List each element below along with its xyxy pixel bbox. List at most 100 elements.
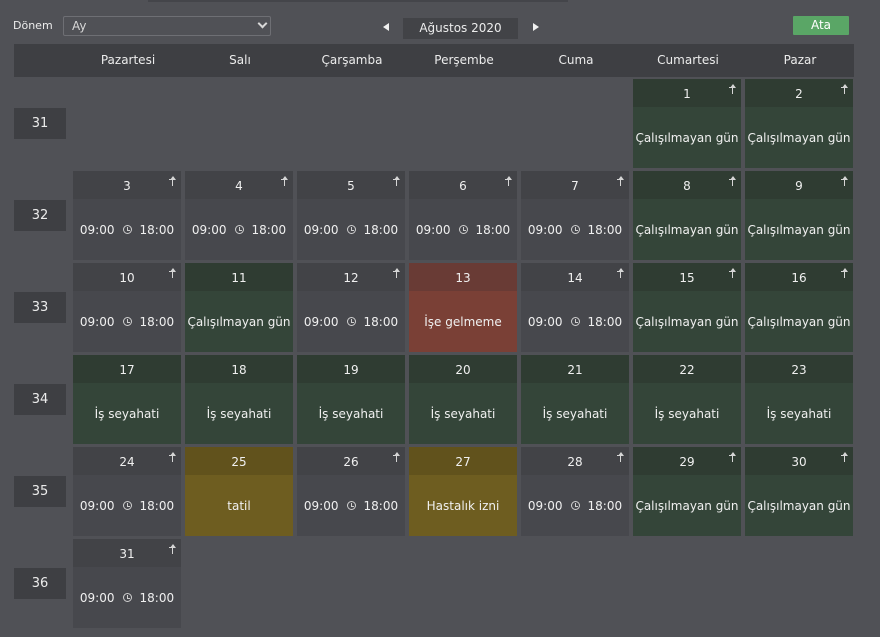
day-cell-header: 3: [73, 171, 181, 199]
share-arrow-icon[interactable]: [169, 176, 176, 186]
period-select[interactable]: Ay: [63, 16, 271, 36]
day-cell[interactable]: 29 Çalışılmayan gün: [633, 447, 741, 536]
week-number: 32: [14, 200, 66, 231]
share-arrow-icon[interactable]: [841, 84, 848, 94]
day-status-label: İş seyahati: [206, 406, 272, 421]
day-cell[interactable]: 24 09:00 18:00: [73, 447, 181, 536]
shift-end-time: 18:00: [587, 314, 623, 329]
day-number: 9: [795, 179, 803, 193]
day-number: 25: [231, 455, 247, 469]
day-cell[interactable]: 30 Çalışılmayan gün: [745, 447, 853, 536]
shift-start-time: 09:00: [415, 222, 451, 237]
share-arrow-icon[interactable]: [841, 452, 848, 462]
day-cell[interactable]: 8 Çalışılmayan gün: [633, 171, 741, 260]
day-cell-header: 16: [745, 263, 853, 291]
day-cell-body: 09:00 18:00: [297, 291, 405, 352]
weekday-header: Perşembe: [434, 53, 494, 67]
day-number: 22: [679, 363, 695, 377]
day-cell[interactable]: 16 Çalışılmayan gün: [745, 263, 853, 352]
day-cell[interactable]: 13 İşe gelmeme: [409, 263, 517, 352]
share-arrow-icon[interactable]: [729, 452, 736, 462]
assign-button[interactable]: Ata: [793, 16, 849, 35]
day-cell[interactable]: 31 09:00 18:00: [73, 539, 181, 628]
day-cell[interactable]: 7 09:00 18:00: [521, 171, 629, 260]
share-arrow-icon[interactable]: [393, 176, 400, 186]
weekday-header: Cumartesi: [657, 53, 719, 67]
clock-icon: [122, 501, 132, 510]
day-cell[interactable]: 18 İş seyahati: [185, 355, 293, 444]
day-number: 7: [571, 179, 579, 193]
day-cell[interactable]: 14 09:00 18:00: [521, 263, 629, 352]
day-number: 1: [683, 87, 691, 101]
shift-end-time: 18:00: [475, 222, 511, 237]
day-cell-header: 6: [409, 171, 517, 199]
day-cell[interactable]: 11 Çalışılmayan gün: [185, 263, 293, 352]
share-arrow-icon[interactable]: [617, 452, 624, 462]
day-number: 17: [119, 363, 135, 377]
day-cell-header: 24: [73, 447, 181, 475]
share-arrow-icon[interactable]: [169, 268, 176, 278]
day-cell[interactable]: 4 09:00 18:00: [185, 171, 293, 260]
share-arrow-icon[interactable]: [729, 176, 736, 186]
day-cell[interactable]: 20 İş seyahati: [409, 355, 517, 444]
day-cell[interactable]: 9 Çalışılmayan gün: [745, 171, 853, 260]
share-arrow-icon[interactable]: [729, 84, 736, 94]
day-cell[interactable]: 23 İş seyahati: [745, 355, 853, 444]
day-status-label: Çalışılmayan gün: [747, 130, 851, 145]
prev-month-arrow-icon[interactable]: [383, 23, 389, 31]
shift-end-time: 18:00: [363, 498, 399, 513]
day-number: 10: [119, 271, 135, 285]
share-arrow-icon[interactable]: [617, 176, 624, 186]
day-cell[interactable]: 26 09:00 18:00: [297, 447, 405, 536]
period-label: Dönem: [13, 19, 53, 32]
shift-start-time: 09:00: [191, 222, 227, 237]
day-number: 21: [567, 363, 583, 377]
day-cell[interactable]: 10 09:00 18:00: [73, 263, 181, 352]
day-cell[interactable]: 22 İş seyahati: [633, 355, 741, 444]
day-cell[interactable]: 25 tatil: [185, 447, 293, 536]
day-cell[interactable]: 2 Çalışılmayan gün: [745, 79, 853, 168]
share-arrow-icon[interactable]: [393, 452, 400, 462]
next-month-arrow-icon[interactable]: [533, 23, 539, 31]
day-status-label: İş seyahati: [94, 406, 160, 421]
day-cell-body: İş seyahati: [521, 383, 629, 444]
day-number: 24: [119, 455, 135, 469]
share-arrow-icon[interactable]: [281, 176, 288, 186]
day-cell[interactable]: 6 09:00 18:00: [409, 171, 517, 260]
share-arrow-icon[interactable]: [841, 268, 848, 278]
day-cell[interactable]: 28 09:00 18:00: [521, 447, 629, 536]
day-cell[interactable]: 5 09:00 18:00: [297, 171, 405, 260]
day-cell[interactable]: 17 İş seyahati: [73, 355, 181, 444]
week-number: 36: [14, 568, 66, 599]
day-cell[interactable]: 19 İş seyahati: [297, 355, 405, 444]
share-arrow-icon[interactable]: [169, 544, 176, 554]
share-arrow-icon[interactable]: [617, 268, 624, 278]
share-arrow-icon[interactable]: [169, 452, 176, 462]
share-arrow-icon[interactable]: [729, 268, 736, 278]
clock-icon: [570, 225, 580, 234]
clock-icon: [570, 317, 580, 326]
day-cell-header: 23: [745, 355, 853, 383]
day-number: 13: [455, 271, 471, 285]
share-arrow-icon[interactable]: [505, 176, 512, 186]
day-cell[interactable]: 15 Çalışılmayan gün: [633, 263, 741, 352]
share-arrow-icon[interactable]: [393, 268, 400, 278]
day-cell-body: 09:00 18:00: [73, 199, 181, 260]
shift-start-time: 09:00: [527, 498, 563, 513]
day-cell[interactable]: 1 Çalışılmayan gün: [633, 79, 741, 168]
day-cell[interactable]: 27 Hastalık izni: [409, 447, 517, 536]
clock-icon: [234, 225, 244, 234]
weekday-header: Çarşamba: [321, 53, 383, 67]
day-cell-header: 9: [745, 171, 853, 199]
day-cell[interactable]: 12 09:00 18:00: [297, 263, 405, 352]
share-arrow-icon[interactable]: [841, 176, 848, 186]
day-cell-header: 26: [297, 447, 405, 475]
day-cell-header: 22: [633, 355, 741, 383]
day-cell-body: Çalışılmayan gün: [633, 475, 741, 536]
shift-start-time: 09:00: [79, 314, 115, 329]
day-cell[interactable]: 3 09:00 18:00: [73, 171, 181, 260]
day-cell-body: 09:00 18:00: [409, 199, 517, 260]
day-cell[interactable]: 21 İş seyahati: [521, 355, 629, 444]
clock-icon: [122, 593, 132, 602]
day-number: 4: [235, 179, 243, 193]
